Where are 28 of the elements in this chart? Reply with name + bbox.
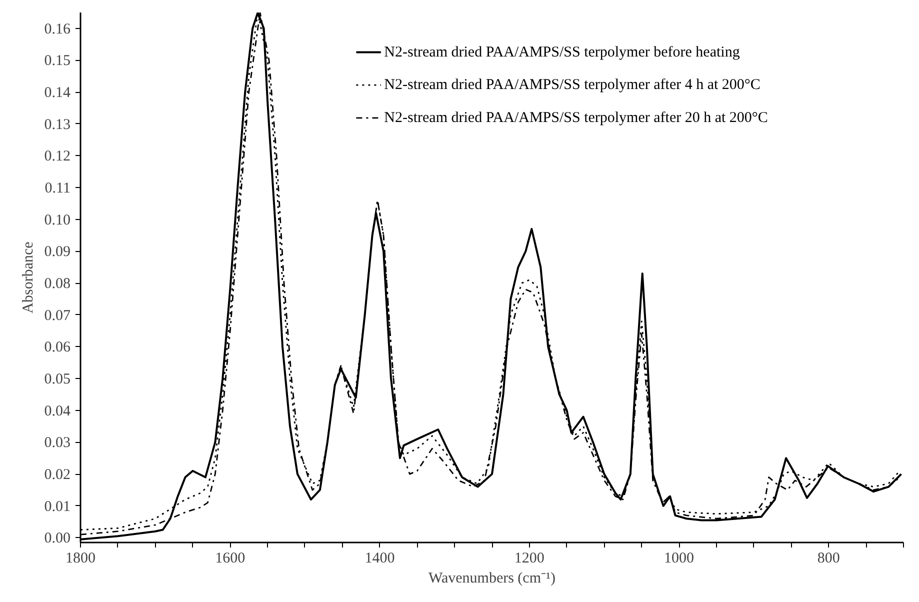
y-tick-label: 0.12 xyxy=(44,148,70,165)
legend-label: N2-stream dried PAA/AMPS/SS terpolymer after 4 h at 200°C xyxy=(384,77,760,94)
y-tick-label: 0.10 xyxy=(44,212,70,228)
y-tick-label: 0.02 xyxy=(44,467,70,484)
y-tick-label: 0.03 xyxy=(44,435,70,452)
x-tick-label: 1400 xyxy=(364,550,395,566)
y-tick-label: 0.15 xyxy=(44,53,70,70)
y-tick-label: 0.05 xyxy=(44,372,70,388)
x-tick-label: 1000 xyxy=(664,550,694,566)
legend-label: N2-stream dried PAA/AMPS/SS terpolymer before heating xyxy=(384,44,740,60)
legend-label: N2-stream dried PAA/AMPS/SS terpolymer after 20 h at 200°C xyxy=(384,110,768,126)
y-tick-label: 0.09 xyxy=(44,244,70,260)
y-axis-title: Absorbance xyxy=(20,241,36,314)
x-tick-label: 1800 xyxy=(66,550,96,566)
y-tick-label: 0.01 xyxy=(44,498,70,515)
y-tick-label: 0.14 xyxy=(44,85,71,102)
y-tick-label: 0.04 xyxy=(44,403,71,420)
x-axis-title: Wavenumbers (cm⁻¹) xyxy=(428,570,556,586)
x-tick-label: 800 xyxy=(817,550,840,566)
x-tick-label: 1600 xyxy=(215,550,246,566)
y-tick-label: 0.06 xyxy=(44,340,71,356)
y-tick-label: 0.07 xyxy=(44,308,71,324)
y-tick-label: 0.11 xyxy=(44,180,71,197)
y-tick-label: 0.00 xyxy=(44,530,70,547)
y-tick-label: 0.13 xyxy=(44,116,70,133)
x-tick-label: 1200 xyxy=(514,550,544,566)
y-tick-label: 0.08 xyxy=(44,276,70,292)
y-tick-label: 0.16 xyxy=(44,21,71,38)
